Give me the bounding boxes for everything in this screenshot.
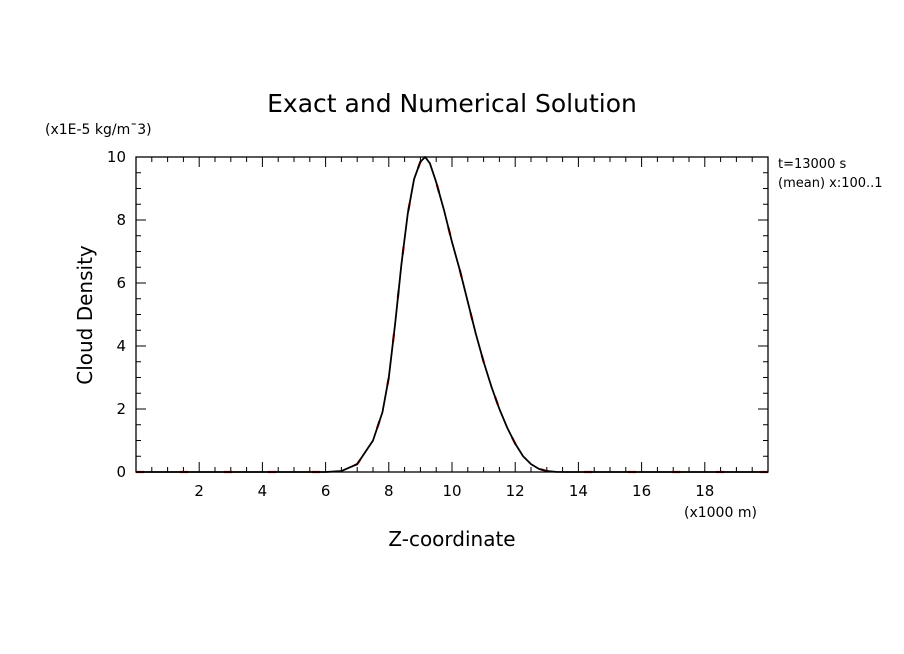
y-tick-label: 8 [116, 211, 126, 229]
x-axis-label: Z-coordinate [388, 527, 515, 551]
x-unit-label: (x1000 m) [684, 505, 757, 521]
x-tick-label: 12 [506, 482, 525, 500]
x-tick-label: 2 [194, 482, 204, 500]
annotation-time: t=13000 s [778, 157, 846, 172]
chart-title: Exact and Numerical Solution [267, 89, 637, 118]
x-tick-label: 18 [695, 482, 714, 500]
y-unit-label: (x1E-5 kg/m¯3) [45, 122, 152, 138]
x-tick-label: 14 [569, 482, 588, 500]
x-tick-label: 10 [442, 482, 461, 500]
x-tick-label: 16 [632, 482, 651, 500]
x-tick-label: 6 [321, 482, 331, 500]
axis-ticks [136, 157, 768, 472]
x-tick-label: 4 [258, 482, 268, 500]
y-tick-label: 4 [116, 337, 126, 355]
axis-tick-labels: 2 4 6 8 10 12 14 16 18 0 2 4 6 8 10 [107, 148, 714, 500]
plot-frame [135, 156, 769, 473]
y-tick-label: 2 [116, 400, 126, 418]
annotation-mean: (mean) x:100..1 [778, 176, 883, 191]
series-layer [136, 155, 768, 474]
y-tick-label: 6 [116, 274, 126, 292]
y-axis-label: Cloud Density [73, 245, 97, 385]
series-line-2 [136, 156, 768, 473]
y-tick-label: 0 [116, 463, 126, 481]
x-tick-label: 8 [384, 482, 394, 500]
y-tick-label: 10 [107, 148, 126, 166]
series-line-1 [136, 155, 768, 474]
